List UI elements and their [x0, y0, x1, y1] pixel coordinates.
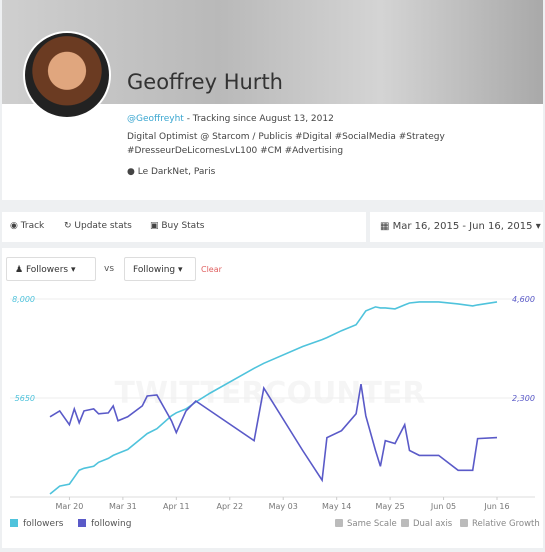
track-button[interactable]: ◉ Track	[10, 221, 45, 231]
y2-tick-label: 4,600	[512, 295, 535, 304]
y-tick-label: 8,000	[12, 295, 35, 304]
chart: TWITTERCOUNTER 5650 8,000 2,300 4,600 Mar 20…	[10, 295, 540, 529]
vs: vs	[104, 264, 115, 274]
legend-swatch	[10, 519, 18, 527]
watermark: TWITTERCOUNTER	[115, 376, 426, 411]
label: Buy Stats	[161, 221, 205, 231]
series-line	[49, 301, 498, 495]
option-label[interactable]: Dual axis	[413, 519, 453, 529]
label: Mar 16, 2015 - Jun 16, 2015	[392, 221, 533, 232]
legend-label: followers	[23, 519, 64, 529]
metric-b-dropdown[interactable]: Following ▾	[124, 257, 196, 281]
location-text: Le DarkNet, Paris	[137, 167, 216, 177]
x-tick-label: Jun 05	[430, 502, 456, 511]
option-label[interactable]: Relative Growth	[472, 519, 540, 529]
option-label[interactable]: Same Scale	[347, 519, 397, 529]
y-tick-label: 5650	[15, 394, 35, 403]
x-tick-label: Mar 20	[56, 502, 84, 511]
handle[interactable]: @Geoffreyht	[127, 114, 184, 124]
x-tick-label: Apr 11	[163, 502, 190, 511]
avatar	[23, 31, 111, 119]
x-tick-label: Apr 22	[216, 502, 243, 511]
option-checkbox	[335, 519, 343, 527]
label: Following	[133, 265, 176, 275]
label: Track	[20, 221, 45, 231]
series-line	[49, 383, 498, 483]
location: ● Le DarkNet, Paris	[127, 167, 216, 177]
clear-button[interactable]: Clear	[201, 265, 222, 274]
x-tick-label: May 03	[269, 502, 298, 511]
date-range[interactable]: ▦ Mar 16, 2015 - Jun 16, 2015 ▾	[370, 212, 543, 242]
metric-a-dropdown[interactable]: ♟ Followers ▾	[6, 257, 96, 281]
tracking: - Tracking since August 13, 2012	[186, 114, 334, 124]
label: Update stats	[74, 221, 132, 231]
x-tick-label: Jun 16	[483, 502, 509, 511]
y2-tick-label: 2,300	[512, 394, 535, 403]
update-button[interactable]: ↻ Update stats	[64, 221, 132, 231]
option-checkbox	[401, 519, 409, 527]
bio-line: Digital Optimist @ Starcom / Publicis #D…	[127, 132, 445, 142]
label: Followers	[25, 265, 69, 275]
x-tick-label: May 14	[322, 502, 351, 511]
buy-button[interactable]: ▣ Buy Stats	[150, 221, 205, 231]
x-tick-label: Mar 31	[109, 502, 137, 511]
legend-swatch	[78, 519, 86, 527]
option-checkbox	[460, 519, 468, 527]
x-tick-label: May 25	[375, 502, 404, 511]
profile-name: Geoffrey Hurth	[127, 70, 283, 94]
bio-line: #DresseurDeLicornesLvL100 #CM #Advertisi…	[127, 146, 344, 156]
toolbar: ◉ Track ↻ Update stats ▣ Buy Stats	[2, 212, 366, 242]
profile-card: Geoffrey Hurth @Geoffreyht - Tracking si…	[2, 0, 543, 200]
legend-label: following	[91, 519, 131, 529]
